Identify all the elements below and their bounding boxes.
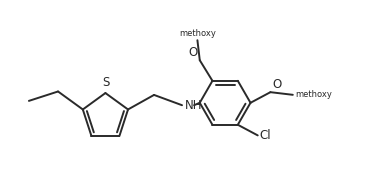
Text: O: O — [188, 46, 197, 59]
Text: methoxy: methoxy — [295, 90, 332, 99]
Text: Cl: Cl — [260, 129, 271, 142]
Text: NH: NH — [185, 99, 203, 112]
Text: O: O — [272, 78, 281, 91]
Text: S: S — [102, 76, 109, 89]
Text: methoxy: methoxy — [179, 29, 216, 38]
